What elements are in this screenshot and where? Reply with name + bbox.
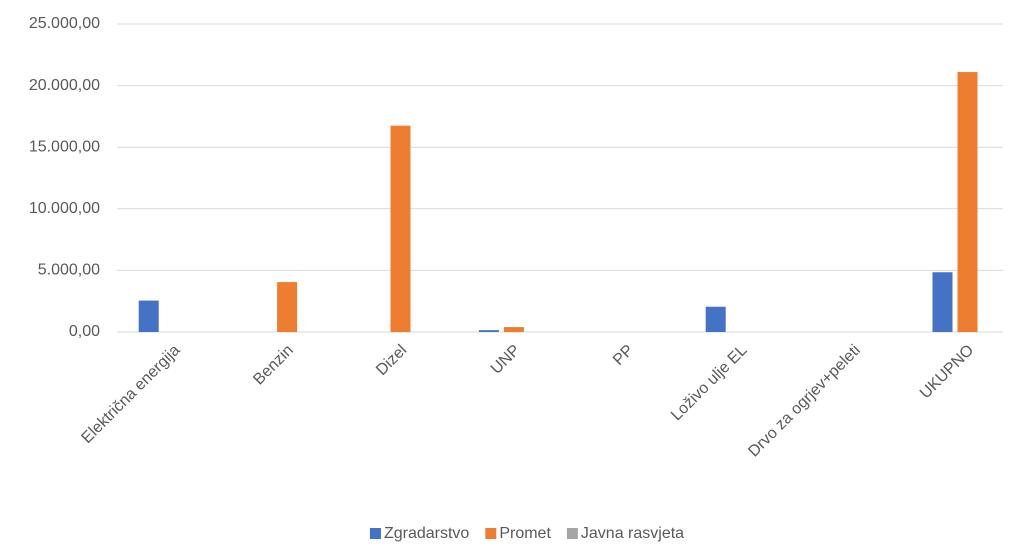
x-tick-label: Drvo za ogrjev+peleti — [745, 342, 864, 461]
y-tick-label: 15.000,00 — [29, 138, 100, 155]
legend-swatch — [485, 528, 497, 539]
y-tick-label: 25.000,00 — [29, 15, 100, 32]
x-tick-label: UNP — [488, 342, 524, 378]
legend-swatch — [566, 528, 578, 539]
bar — [705, 306, 726, 332]
legend-label: Javna rasvjeta — [581, 525, 684, 542]
y-tick-label: 20.000,00 — [29, 77, 100, 94]
x-tick-label: Benzin — [250, 342, 297, 389]
bar — [957, 72, 978, 332]
bar — [932, 272, 953, 332]
legend-label: Promet — [499, 525, 551, 542]
x-tick-label: Dizel — [373, 342, 410, 379]
x-tick-label: Električna energija — [78, 342, 183, 447]
y-tick-label: 5.000,00 — [38, 262, 100, 279]
bar — [478, 330, 499, 332]
x-tick-label: Loživo ulje EL — [668, 342, 751, 425]
x-tick-label: UKUPNO — [917, 342, 977, 402]
bar — [390, 125, 411, 332]
legend-label: Zgradarstvo — [384, 525, 469, 542]
y-tick-label: 0,00 — [69, 323, 100, 340]
bar — [503, 327, 524, 332]
x-tick-label: PP — [610, 342, 637, 369]
bar — [138, 300, 159, 332]
y-tick-label: 10.000,00 — [29, 200, 100, 217]
bar — [277, 282, 298, 332]
legend-swatch — [369, 528, 381, 539]
